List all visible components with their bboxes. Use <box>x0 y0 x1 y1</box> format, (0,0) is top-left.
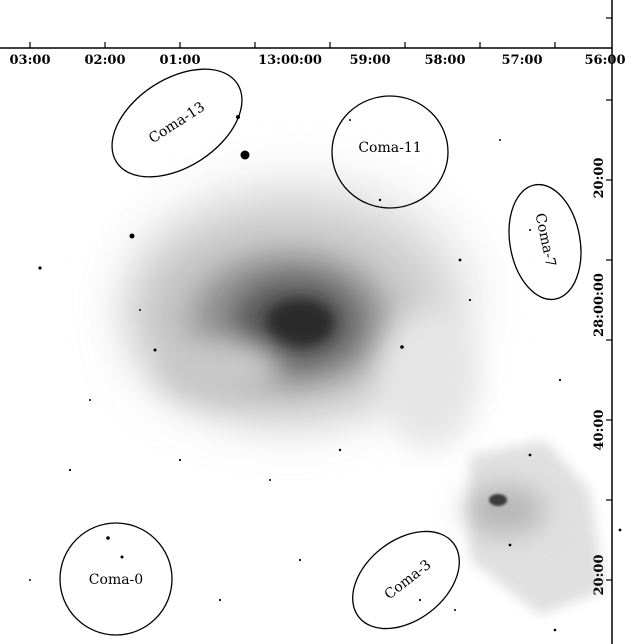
coordinate-frame <box>0 0 613 644</box>
ra-tick-label: 58:00 <box>424 53 466 68</box>
field-outline-coma-11 <box>331 95 449 209</box>
field-outline-coma-7 <box>508 183 582 301</box>
ra-tick-label: 59:00 <box>349 53 391 68</box>
infall-group-emission <box>465 440 605 615</box>
field-label-coma-11: Coma-11 <box>358 140 422 156</box>
ra-tick-label: 01:00 <box>159 53 201 68</box>
ra-tick-label: 56:00 <box>584 53 626 68</box>
field-outline-coma-0 <box>59 522 173 636</box>
ra-tick-label: 02:00 <box>84 53 126 68</box>
ra-tick-label: 13:00:00 <box>258 53 322 68</box>
field-outlines <box>59 68 582 636</box>
ra-tick-label: 57:00 <box>501 53 543 68</box>
field-outline-coma-13 <box>111 68 243 178</box>
ra-tick-label: 03:00 <box>9 53 51 68</box>
dec-tick-label: 20:00 <box>592 157 607 199</box>
field-outline-coma-3 <box>352 530 460 630</box>
dec-tick-label: 40:00 <box>592 409 607 451</box>
field-label-coma-0: Coma-0 <box>88 572 144 588</box>
dec-tick-label: 28:00:00 <box>592 273 607 337</box>
dec-tick-label: 20:00 <box>592 554 607 596</box>
cluster-emission <box>130 185 480 450</box>
